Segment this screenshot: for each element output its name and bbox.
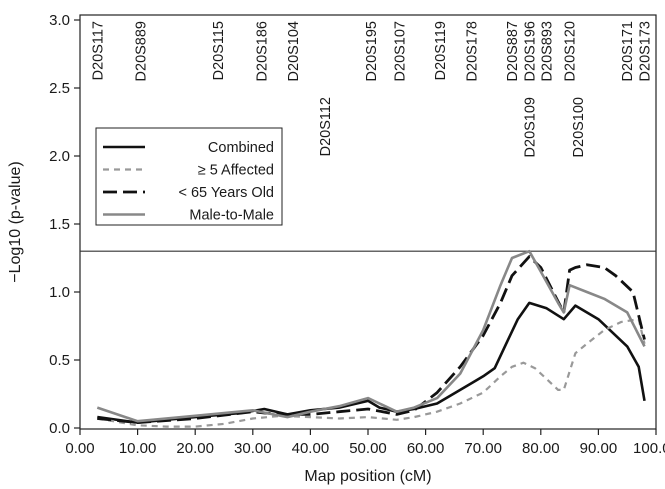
legend: Combined ≥ 5 Affected < 65 Years Old Male-t… xyxy=(95,127,283,226)
y-tick-label: 0.0 xyxy=(49,420,70,437)
series-line-4 xyxy=(96,249,646,423)
y-tick-label: 0.5 xyxy=(49,352,70,369)
y-tick-label: 2.5 xyxy=(49,80,70,97)
marker-label: D20S171 xyxy=(620,21,636,81)
x-tick-label: 90.00 xyxy=(580,440,618,457)
marker-layer: D20S117 D20S889 D20S115 D20S186 D20S104 D20S1… xyxy=(90,21,653,157)
x-axis-title: Map position (cM) xyxy=(304,468,431,485)
x-tick-label: 40.00 xyxy=(292,440,330,457)
legend-box xyxy=(95,127,283,226)
x-tick-label: 80.00 xyxy=(522,440,560,457)
y-tick-label: 1.5 xyxy=(49,216,70,233)
marker-label: D20S173 xyxy=(638,21,654,81)
marker-label: D20S120 xyxy=(563,21,579,81)
marker-label: D20S115 xyxy=(211,21,227,80)
x-tick-label: 30.00 xyxy=(234,440,272,457)
x-tick-label: 10.00 xyxy=(119,440,157,457)
marker-label: D20S112 xyxy=(318,97,334,156)
marker-label: D20S104 xyxy=(286,21,302,81)
legend-label: < 65 Years Old xyxy=(178,185,274,201)
series-layer xyxy=(96,249,646,428)
x-tick-label: 60.00 xyxy=(407,440,445,457)
legend-label: Male-to-Male xyxy=(189,208,274,224)
legend-label: Combined xyxy=(208,140,274,156)
y-axis-title: −Log10 (p-value) xyxy=(7,161,24,282)
marker-label: D20S109 xyxy=(522,97,538,157)
x-tick-label: 100.00 xyxy=(633,440,665,457)
marker-label: D20S196 xyxy=(522,21,538,81)
x-tick-label: 20.00 xyxy=(176,440,214,457)
x-tick-label: 70.00 xyxy=(464,440,502,457)
marker-label: D20S100 xyxy=(571,97,587,157)
axes-layer: 0.00 10.00 20.00 30.00 40.00 50.00 60.00 70.00 8… xyxy=(49,12,665,457)
marker-label: D20S195 xyxy=(364,21,380,81)
marker-label: D20S119 xyxy=(433,21,449,80)
series-line-1 xyxy=(97,301,646,424)
y-tick-label: 2.0 xyxy=(49,148,70,165)
marker-label: D20S887 xyxy=(505,21,521,81)
legend-label: ≥ 5 Affected xyxy=(198,163,274,179)
marker-label: D20S117 xyxy=(90,21,106,80)
marker-label: D20S107 xyxy=(393,21,409,81)
marker-label: D20S178 xyxy=(465,21,481,81)
series-line-3 xyxy=(97,255,646,424)
y-tick-label: 3.0 xyxy=(49,12,70,29)
y-tick-label: 1.0 xyxy=(49,284,70,301)
series-line-2 xyxy=(97,318,646,428)
marker-label: D20S186 xyxy=(254,21,270,81)
x-tick-label: 50.00 xyxy=(349,440,387,457)
marker-label: D20S889 xyxy=(134,21,150,81)
marker-label: D20S893 xyxy=(540,21,556,81)
x-tick-label: 0.00 xyxy=(65,440,94,457)
